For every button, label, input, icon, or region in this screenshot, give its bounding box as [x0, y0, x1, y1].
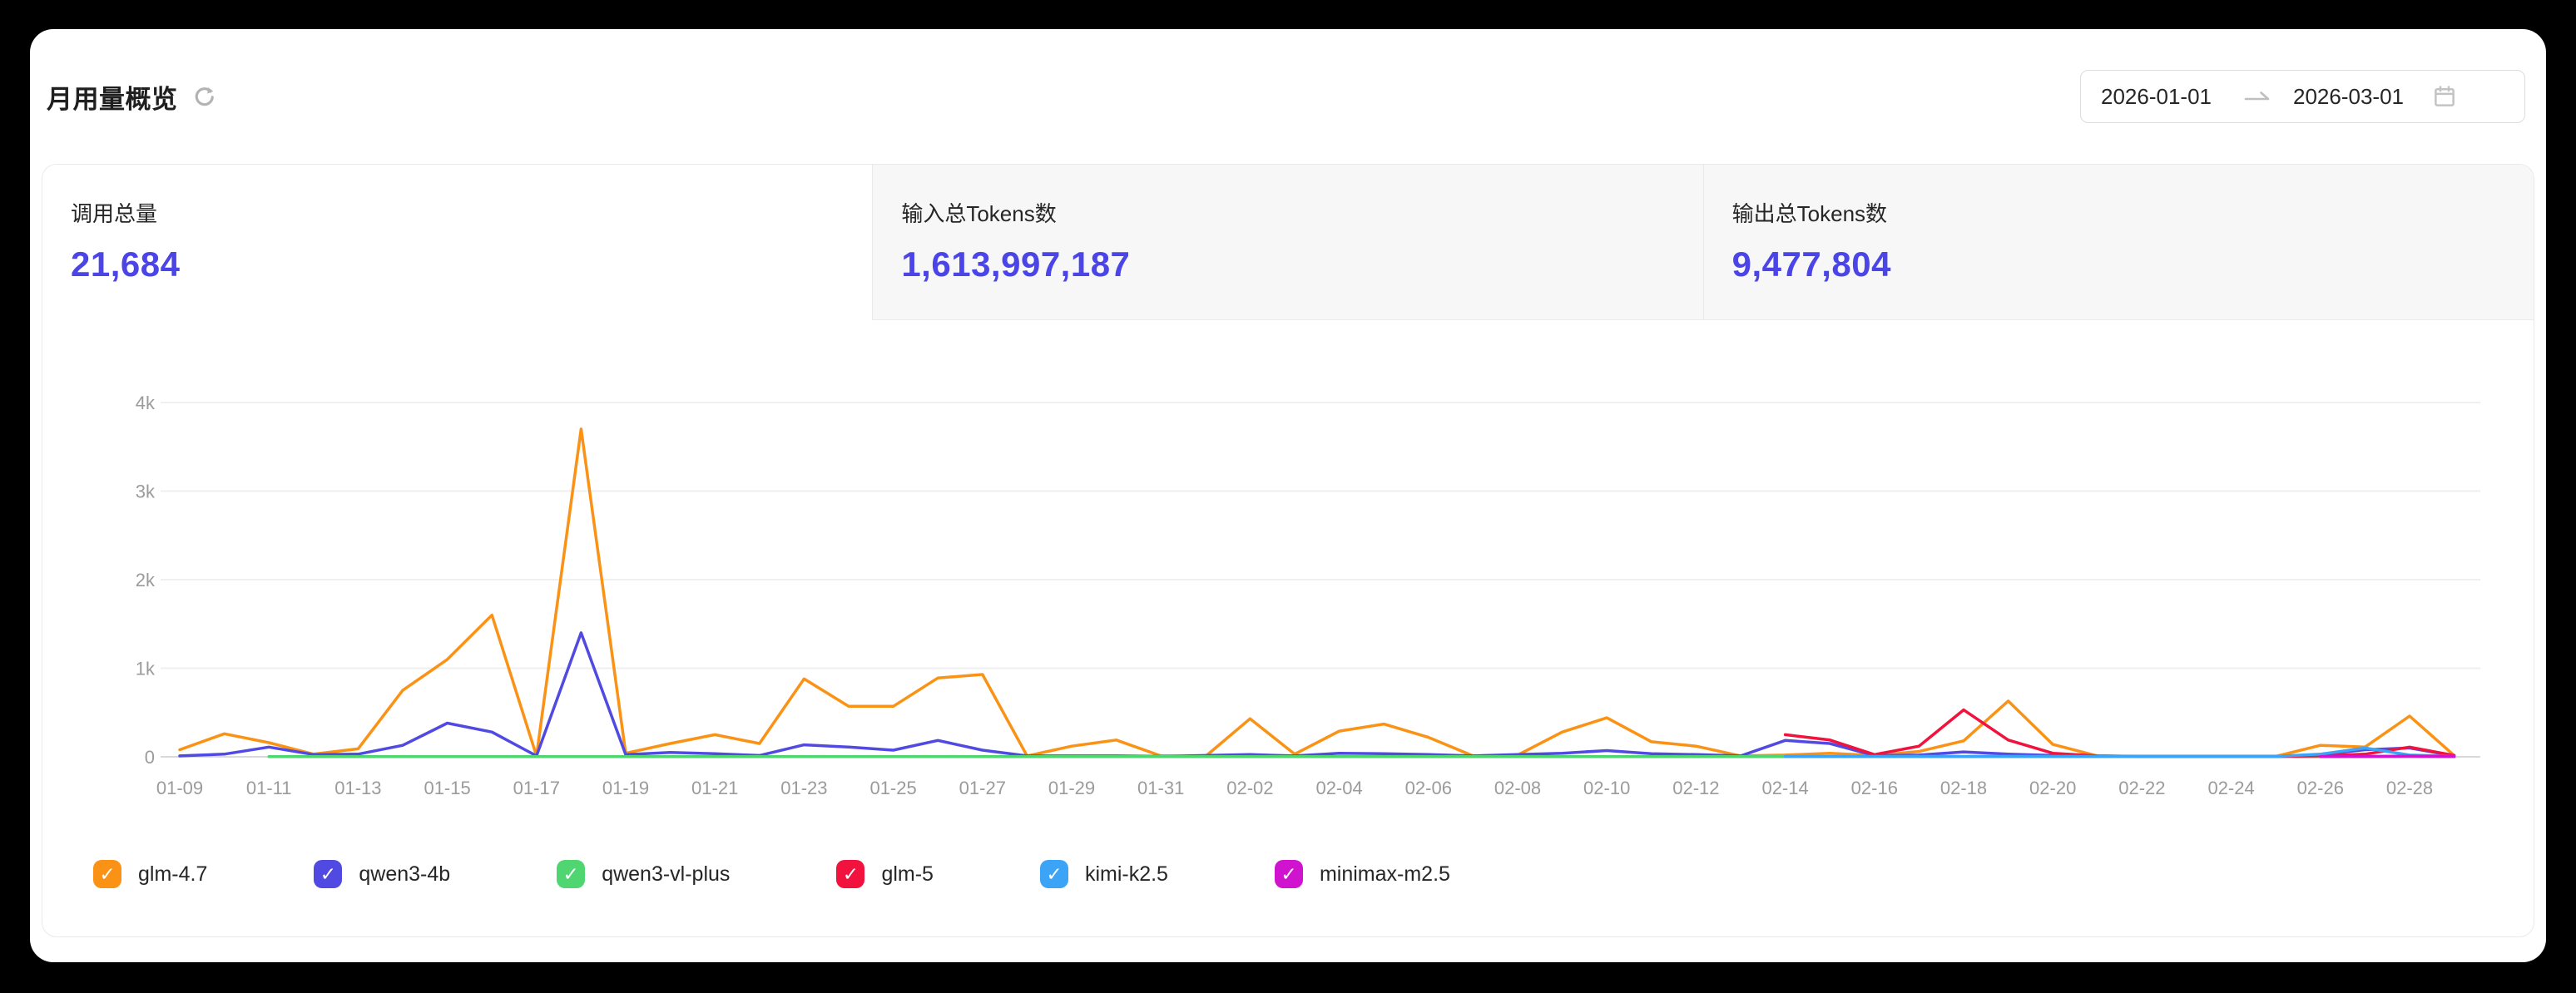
y-axis-label: 3k	[136, 482, 156, 502]
x-axis-label: 02-12	[1672, 778, 1719, 798]
page-title: 月用量概览	[47, 84, 178, 114]
legend-label: kimi-k2.5	[1084, 862, 1168, 886]
refresh-icon[interactable]	[191, 83, 218, 110]
x-axis-label: 01-25	[869, 778, 916, 798]
date-end-input[interactable]: 2026-03-01	[2293, 83, 2404, 109]
legend-item-minimax-m2.5[interactable]: ✓ minimax-m2.5	[1274, 860, 1450, 888]
x-axis-label: 01-27	[959, 778, 1006, 798]
header: 月用量概览 2026-01-01 2026-03-01	[30, 29, 2546, 164]
legend-item-glm-5[interactable]: ✓ glm-5	[836, 860, 934, 888]
x-axis-label: 02-02	[1226, 778, 1273, 798]
stats-tabs: 调用总量 21,684 输入总Tokens数 1,613,997,187 输出总…	[42, 165, 2534, 320]
legend-checkbox-checked-icon[interactable]: ✓	[1274, 860, 1303, 888]
tab-input-tokens[interactable]: 输入总Tokens数 1,613,997,187	[872, 165, 1703, 320]
x-axis-label: 01-31	[1137, 778, 1184, 798]
range-arrow-icon	[2243, 86, 2271, 107]
series-line-qwen3-4b	[178, 631, 2456, 758]
stat-label: 调用总量	[71, 201, 158, 226]
x-axis-label: 01-21	[691, 778, 738, 798]
legend-item-glm-4.7[interactable]: ✓ glm-4.7	[93, 860, 207, 888]
legend-checkbox-checked-icon[interactable]: ✓	[836, 860, 865, 888]
legend-label: qwen3-4b	[359, 862, 451, 886]
legend-item-qwen3-vl-plus[interactable]: ✓ qwen3-vl-plus	[557, 860, 730, 888]
stat-value: 21,684	[71, 245, 181, 284]
title-wrap: 月用量概览	[47, 78, 218, 116]
legend-item-kimi-k2.5[interactable]: ✓ kimi-k2.5	[1039, 860, 1168, 888]
x-axis-label: 02-06	[1405, 778, 1452, 798]
x-axis-label: 01-15	[424, 778, 470, 798]
x-axis-label: 02-24	[2207, 778, 2254, 798]
date-start-input[interactable]: 2026-01-01	[2101, 83, 2212, 109]
stat-label: 输入总Tokens数	[901, 201, 1057, 226]
stats-chart-panel: 调用总量 21,684 输入总Tokens数 1,613,997,187 输出总…	[42, 164, 2534, 937]
legend-checkbox-checked-icon[interactable]: ✓	[1039, 860, 1068, 888]
legend-checkbox-checked-icon[interactable]: ✓	[93, 860, 121, 888]
x-axis-label: 02-14	[1761, 778, 1808, 798]
x-axis-label: 02-28	[2386, 778, 2433, 798]
x-axis-label: 01-11	[246, 778, 292, 798]
y-axis-label: 1k	[136, 659, 156, 679]
tab-total-calls[interactable]: 调用总量 21,684	[42, 165, 873, 320]
y-axis-label: 4k	[136, 393, 156, 413]
x-axis-label: 02-16	[1851, 778, 1898, 798]
x-axis-label: 01-19	[602, 778, 649, 798]
x-axis-label: 02-18	[1940, 778, 1987, 798]
x-axis-label: 02-04	[1315, 778, 1362, 798]
usage-overview-card: 月用量概览 2026-01-01 2026-03-01	[30, 29, 2546, 962]
x-axis-label: 02-08	[1494, 778, 1541, 798]
x-axis-label: 01-09	[156, 778, 203, 798]
series-line-kimi-k2.5	[1783, 746, 2456, 758]
x-axis-label: 02-20	[2029, 778, 2076, 798]
x-axis-label: 02-22	[2118, 778, 2165, 798]
stat-label: 输出总Tokens数	[1731, 201, 1888, 226]
date-range-picker[interactable]: 2026-01-01 2026-03-01	[2080, 70, 2525, 123]
legend-item-qwen3-4b[interactable]: ✓ qwen3-4b	[314, 860, 450, 888]
legend-label: qwen3-vl-plus	[602, 862, 731, 886]
x-axis-label: 01-23	[780, 778, 827, 798]
x-axis-label: 02-10	[1583, 778, 1630, 798]
chart-legend: ✓ glm-4.7 ✓ qwen3-4b ✓ qwen3-vl-plus ✓ glm-5 ✓ ki…	[93, 860, 1450, 888]
series-line-minimax-m2.5	[2319, 754, 2456, 758]
y-axis-label: 2k	[136, 570, 156, 590]
x-axis-label: 01-17	[513, 778, 560, 798]
x-axis-label: 01-13	[334, 778, 381, 798]
y-axis-label: 0	[145, 747, 155, 768]
x-axis-label: 02-26	[2297, 778, 2344, 798]
calendar-icon[interactable]	[2432, 84, 2457, 109]
series-line-glm-4.7	[178, 427, 2456, 758]
tab-output-tokens[interactable]: 输出总Tokens数 9,477,804	[1702, 165, 2534, 320]
legend-label: glm-5	[881, 862, 934, 886]
stat-value: 1,613,997,187	[901, 245, 1131, 284]
x-axis-label: 01-29	[1048, 778, 1095, 798]
legend-label: glm-4.7	[138, 862, 208, 886]
legend-checkbox-checked-icon[interactable]: ✓	[557, 860, 586, 888]
stat-value: 9,477,804	[1731, 245, 1892, 284]
legend-checkbox-checked-icon[interactable]: ✓	[314, 860, 343, 888]
usage-line-chart: 0 1k 2k 3k 4k 01-09 01-11 01-13 01-15 01-17 01-19 0…	[136, 393, 2480, 798]
legend-label: minimax-m2.5	[1319, 862, 1450, 886]
